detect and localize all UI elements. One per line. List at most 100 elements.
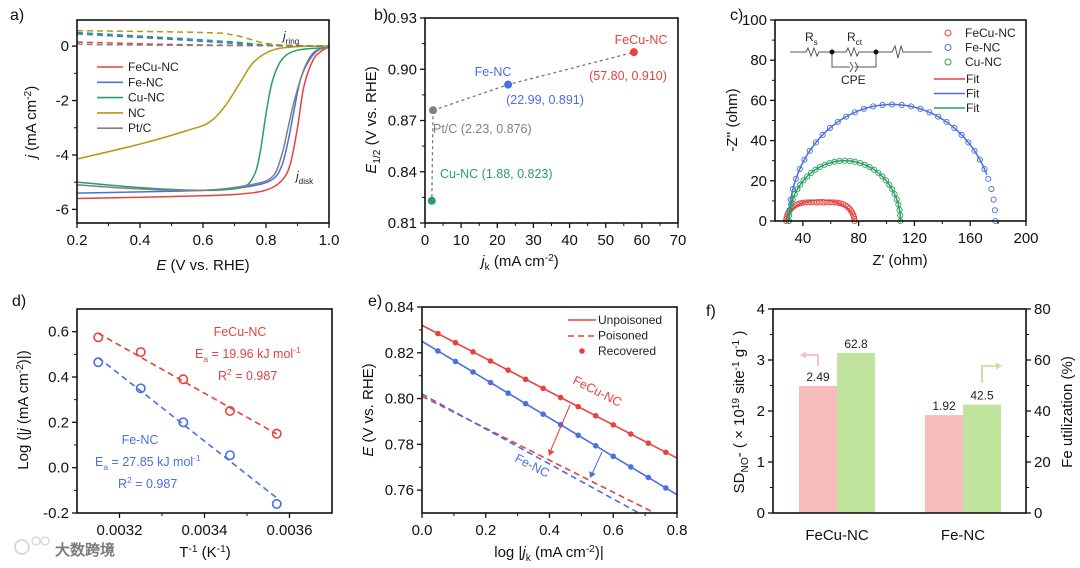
text-part: = 0.987 bbox=[132, 477, 178, 491]
data-point bbox=[951, 124, 958, 132]
x-tick-label: 0.8 bbox=[256, 232, 277, 249]
y-axis-title: -Z'' (ohm) bbox=[724, 88, 741, 151]
x-axis-title: jk (mA cm-2) bbox=[479, 253, 559, 273]
y-tick-label: 2 bbox=[757, 403, 765, 420]
data-point bbox=[908, 103, 915, 110]
data-point bbox=[812, 166, 819, 173]
data-point bbox=[629, 48, 638, 57]
x-tick-label: 40 bbox=[795, 230, 812, 247]
text-part: (mA cm bbox=[23, 100, 40, 155]
recovered-point bbox=[610, 453, 617, 460]
text-part: R bbox=[218, 369, 227, 383]
data-point bbox=[889, 186, 896, 193]
text-part: )|) bbox=[15, 350, 32, 364]
y-tick-label: 20 bbox=[750, 173, 767, 190]
data-point bbox=[886, 181, 893, 188]
text-part: (V vs. RHE) bbox=[363, 66, 380, 149]
recovered-point bbox=[505, 390, 511, 396]
data-point bbox=[917, 105, 924, 112]
x-tick-label: 20 bbox=[489, 232, 506, 249]
category-label: Fe-NC bbox=[941, 527, 985, 544]
data-point bbox=[808, 169, 815, 176]
y-tick-label: -2 bbox=[56, 93, 69, 110]
x-tick-label: 160 bbox=[958, 230, 983, 247]
disk-current-line bbox=[76, 46, 330, 200]
y-tick-label: 0.2 bbox=[48, 414, 69, 431]
fit-line bbox=[788, 159, 902, 222]
data-point bbox=[889, 101, 896, 108]
y-axis-title: Log (|j (mA cm-2)|) bbox=[15, 350, 32, 469]
data-point bbox=[826, 124, 833, 132]
data-point bbox=[791, 191, 798, 198]
ring-current-line bbox=[76, 33, 330, 47]
data-point bbox=[789, 186, 796, 193]
plot-area bbox=[422, 324, 677, 513]
text-part: R bbox=[847, 30, 856, 44]
bar bbox=[837, 352, 875, 513]
data-point bbox=[991, 207, 998, 214]
text-part: ct bbox=[856, 38, 863, 47]
text-part: -2 bbox=[15, 364, 26, 373]
data-point bbox=[796, 165, 803, 173]
data-point bbox=[826, 199, 833, 206]
x-tick-label: 1.0 bbox=[319, 232, 340, 249]
recovered-point bbox=[557, 394, 564, 401]
point-value: (22.99, 0.891) bbox=[506, 93, 584, 107]
bar-value-label: 42.5 bbox=[970, 389, 994, 403]
text-part: disk bbox=[299, 177, 314, 186]
arrow-line bbox=[549, 404, 571, 453]
text-part: = 27.85 kJ mol bbox=[108, 455, 193, 469]
x-axis-title: T-1 (K-1) bbox=[179, 544, 230, 561]
data-point bbox=[797, 181, 804, 188]
y-tick-label: 0.76 bbox=[385, 482, 414, 499]
recovered-point bbox=[470, 349, 476, 355]
data-point bbox=[971, 147, 978, 154]
text-part: 2 bbox=[127, 475, 132, 485]
data-point bbox=[225, 405, 236, 416]
data-point bbox=[844, 203, 851, 210]
text-part: Log (| bbox=[15, 432, 32, 470]
series-name: Fe-NC bbox=[513, 451, 552, 480]
arrowhead bbox=[589, 471, 596, 478]
x-tick-label: 0.6 bbox=[603, 522, 624, 539]
series-name: Fe-NC bbox=[122, 433, 159, 447]
recovered-point bbox=[592, 412, 599, 419]
data-point bbox=[879, 173, 886, 180]
x-tick-label: 0.4 bbox=[539, 522, 560, 539]
recovered-point bbox=[452, 339, 459, 346]
cpe-label: CPE bbox=[841, 73, 866, 87]
data-point bbox=[801, 156, 808, 163]
data-point bbox=[958, 131, 965, 138]
text-part: -2 bbox=[545, 253, 554, 264]
y-tick-label: 100 bbox=[742, 12, 767, 29]
arrow-line bbox=[591, 451, 603, 475]
text-part: -1 bbox=[188, 544, 197, 555]
text-part: -1 bbox=[293, 345, 301, 355]
plot-frame bbox=[76, 308, 333, 514]
data-point bbox=[879, 101, 886, 108]
text-part: 19 bbox=[731, 398, 742, 410]
data-point bbox=[819, 131, 826, 138]
data-point bbox=[504, 80, 513, 89]
point-name: Fe-NC bbox=[475, 65, 512, 79]
text-part: k bbox=[526, 553, 532, 564]
data-point bbox=[882, 177, 889, 184]
legend-label: FeCu-NC bbox=[965, 26, 1016, 40]
y-tick-label: 0.90 bbox=[388, 61, 417, 78]
text-part: -2 bbox=[586, 544, 595, 555]
y-tick-label: 80 bbox=[750, 52, 767, 69]
text-part: -1 bbox=[217, 544, 226, 555]
y-tick-label: 0.80 bbox=[385, 391, 414, 408]
x-tick-label: 0.2 bbox=[475, 522, 496, 539]
watermark-mark bbox=[14, 539, 30, 555]
j-ring-label: jring bbox=[281, 29, 300, 46]
y-tick-label: 0.0 bbox=[48, 460, 69, 477]
point-value: Pt/C (2.23, 0.876) bbox=[433, 122, 532, 136]
data-point bbox=[926, 109, 933, 116]
data-point bbox=[789, 196, 796, 203]
x-tick-label: 0.2 bbox=[67, 232, 88, 249]
text-part: 1/2 bbox=[372, 149, 383, 163]
recovered-point bbox=[540, 411, 546, 417]
y-tick-label: 60 bbox=[750, 92, 767, 109]
